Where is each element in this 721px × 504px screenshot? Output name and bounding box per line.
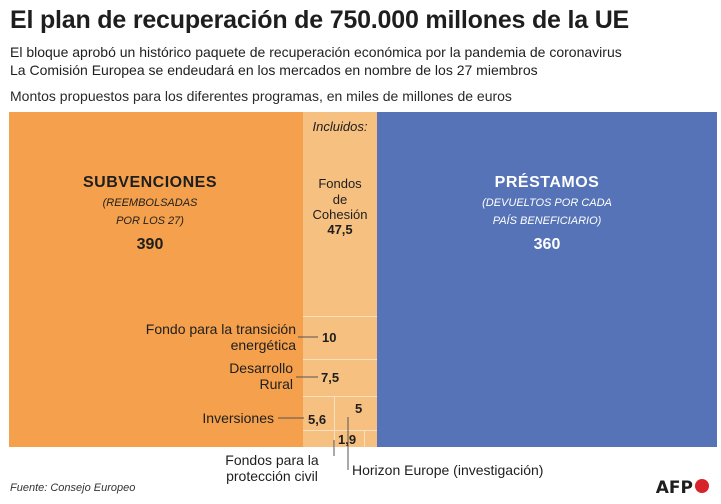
cohesion-line3: Cohesión (312, 207, 368, 222)
rural-label-1: Desarrollo (229, 360, 293, 376)
prestamos-value: 360 (533, 236, 561, 253)
horizon-value: 5 (355, 401, 363, 416)
afp-logo: AFP (656, 478, 709, 498)
inversiones-value: 5,6 (308, 412, 327, 427)
transicion-label-1: Fondo para la transición (145, 321, 296, 337)
divider-inversiones (303, 430, 377, 431)
divider-vertical-1 (334, 396, 335, 447)
subvenciones-label: SUBVENCIONES (82, 174, 218, 191)
subtitle-2: La Comisión Europea se endeudará en los … (10, 62, 538, 78)
divider-rural (303, 396, 377, 397)
transicion-value: 10 (322, 330, 337, 345)
subvenciones-value: 390 (136, 236, 164, 253)
subvenciones-note-1: (REEMBOLSADAS (102, 197, 198, 209)
horizon-label: Horizon Europe (investigación) (352, 462, 544, 478)
subtitle-1: El bloque aprobó un histórico paquete de… (10, 44, 622, 60)
divider-cohesion (303, 316, 377, 317)
divider-transicion (303, 359, 377, 360)
transicion-label-2: energética (230, 337, 296, 353)
subvenciones-note-2: POR LOS 27) (116, 215, 184, 227)
block-subvenciones (9, 112, 303, 447)
afp-dot-icon (695, 479, 709, 493)
proteccion-label-2: protección civil (226, 468, 318, 484)
proteccion-value: 1,9 (338, 432, 357, 447)
source-note: Fuente: Consejo Europeo (10, 482, 136, 494)
cohesion-line2: de (332, 192, 348, 207)
inversiones-label: Inversiones (202, 410, 274, 426)
rural-value: 7,5 (321, 370, 340, 385)
proteccion-label-1: Fondos para la (225, 452, 319, 468)
block-prestamos (377, 112, 717, 447)
prestamos-note-1: (DEVUELTOS POR CADA (482, 197, 612, 209)
measure-label: Montos propuestos para los diferentes pr… (10, 88, 512, 104)
afp-logo-text: AFP (655, 478, 693, 498)
cohesion-line1: Fondos (318, 176, 362, 191)
prestamos-label: PRÉSTAMOS (494, 174, 600, 191)
block-incluidos (303, 112, 377, 447)
prestamos-note-2: PAÍS BENEFICIARIO) (492, 215, 602, 227)
cohesion-value: 47,5 (327, 222, 353, 237)
rural-label-2: Rural (259, 376, 293, 392)
divider-vertical-2 (364, 430, 365, 447)
chart-title: El plan de recuperación de 750.000 millo… (10, 6, 630, 34)
incluidos-label: Incluidos: (312, 119, 368, 134)
